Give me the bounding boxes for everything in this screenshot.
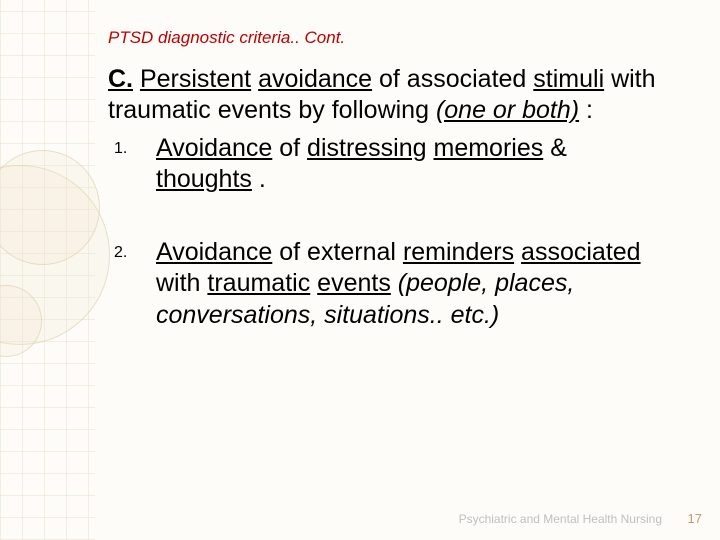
underlined-word: memories <box>434 134 544 162</box>
underlined-word: thoughts <box>156 165 252 193</box>
criteria-list: Avoidance of distressing memories & thou… <box>108 133 668 331</box>
body-text: of external <box>279 238 403 266</box>
body-text: . <box>259 165 266 193</box>
body-text: of <box>279 134 307 162</box>
colon: : <box>586 96 593 124</box>
lead-word: Persistent <box>140 65 251 93</box>
section-letter: C. <box>108 65 133 93</box>
underlined-word: Avoidance <box>156 238 272 266</box>
underlined-word: associated <box>521 238 641 266</box>
underlined-word: Avoidance <box>156 134 272 162</box>
underlined-word: distressing <box>307 134 427 162</box>
content-area: C. Persistent avoidance of associated st… <box>108 64 668 373</box>
section-heading: C. Persistent avoidance of associated st… <box>108 64 668 127</box>
decorative-circle <box>0 150 100 265</box>
underlined-word: reminders <box>403 238 514 266</box>
body-text: & <box>550 134 567 162</box>
underlined-word: stimuli <box>533 65 604 93</box>
body-text: with <box>156 269 207 297</box>
footer-text: Psychiatric and Mental Health Nursing <box>459 512 662 526</box>
decorative-circle <box>0 165 110 345</box>
page-number: 17 <box>688 511 702 526</box>
decorative-circle <box>0 285 42 357</box>
underlined-word: events <box>317 269 391 297</box>
body-text: of associated <box>379 65 533 93</box>
underlined-word: traumatic <box>207 269 310 297</box>
list-item: Avoidance of distressing memories & thou… <box>108 133 668 196</box>
one-or-both: (one or both) <box>436 96 579 124</box>
slide-title: PTSD diagnostic criteria.. Cont. <box>108 28 345 48</box>
lead-word: avoidance <box>258 65 372 93</box>
left-pattern <box>0 0 95 540</box>
list-item: Avoidance of external reminders associat… <box>108 237 668 331</box>
